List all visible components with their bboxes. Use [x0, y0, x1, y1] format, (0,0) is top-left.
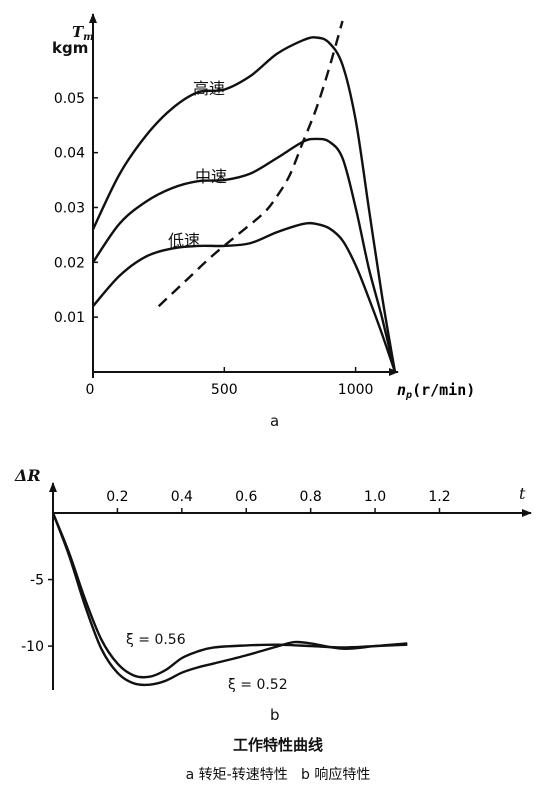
chart-a: 0.01 0.02 0.03 0.04 0.05 0 500 1000 Tm kgm np(…: [52, 13, 475, 430]
chart-a-series: [91, 20, 397, 373]
x-tick-label: 0.2: [106, 489, 128, 505]
x-tick-label: 0.4: [171, 489, 193, 505]
figure-caption-title: 工作特性曲线: [232, 736, 323, 754]
chart-a-y-label: Tm: [72, 23, 94, 43]
chart-a-y-unit: kgm: [52, 39, 88, 57]
chart-a-x-ticks: 0 500 1000: [86, 367, 374, 398]
chart-b-x-label: t: [519, 484, 526, 503]
series-label-mid: 中速: [195, 167, 227, 186]
series-xi-056: [51, 512, 408, 679]
y-tick-label: 0.01: [54, 310, 85, 326]
x-tick-label: 0.8: [300, 489, 322, 505]
chart-a-panel-label: a: [270, 412, 279, 430]
series-label-052: ξ = 0.52: [228, 677, 288, 693]
y-tick-label: -10: [21, 639, 44, 655]
x-tick-label: 1.0: [364, 489, 386, 505]
chart-b-series: [51, 512, 408, 687]
series-label-high: 高速: [193, 79, 225, 98]
series-label-low: 低速: [168, 231, 200, 250]
y-tick-label: 0.04: [54, 146, 85, 162]
series-low-speed: [92, 221, 397, 373]
chart-b-panel-label: b: [270, 706, 280, 724]
series-label-056: ξ = 0.56: [126, 632, 186, 648]
chart-a-y-ticks: 0.01 0.02 0.03 0.04 0.05: [54, 91, 98, 326]
y-tick-label: 0.05: [54, 91, 85, 107]
y-tick-label: -5: [30, 573, 44, 589]
x-tick-label: 500: [211, 382, 238, 398]
series-mid-speed: [92, 137, 397, 373]
chart-b: -5 -10 0.2 0.4 0.6 0.8 1.0 1.2 ΔR t ξ = 0.56 ξ…: [14, 466, 532, 724]
chart-b-y-ticks: -5 -10: [21, 573, 53, 655]
x-tick-label: 0.6: [235, 489, 257, 505]
chart-b-y-label: ΔR: [14, 466, 41, 485]
x-tick-label: 1.2: [428, 489, 450, 505]
y-tick-label: 0.02: [54, 255, 85, 271]
chart-b-x-ticks: 0.2 0.4 0.6 0.8 1.0 1.2: [106, 489, 451, 513]
x-tick-label: 0: [86, 382, 95, 398]
series-xi-052: [51, 512, 408, 687]
figure-caption-subtitle: a 转矩-转速特性 b 响应特性: [185, 767, 371, 783]
y-tick-label: 0.03: [54, 200, 85, 216]
series-dashed-load: [157, 20, 344, 308]
series-high-speed: [91, 36, 397, 373]
x-tick-label: 1000: [338, 382, 374, 398]
chart-a-x-label: np(r/min): [397, 381, 475, 401]
